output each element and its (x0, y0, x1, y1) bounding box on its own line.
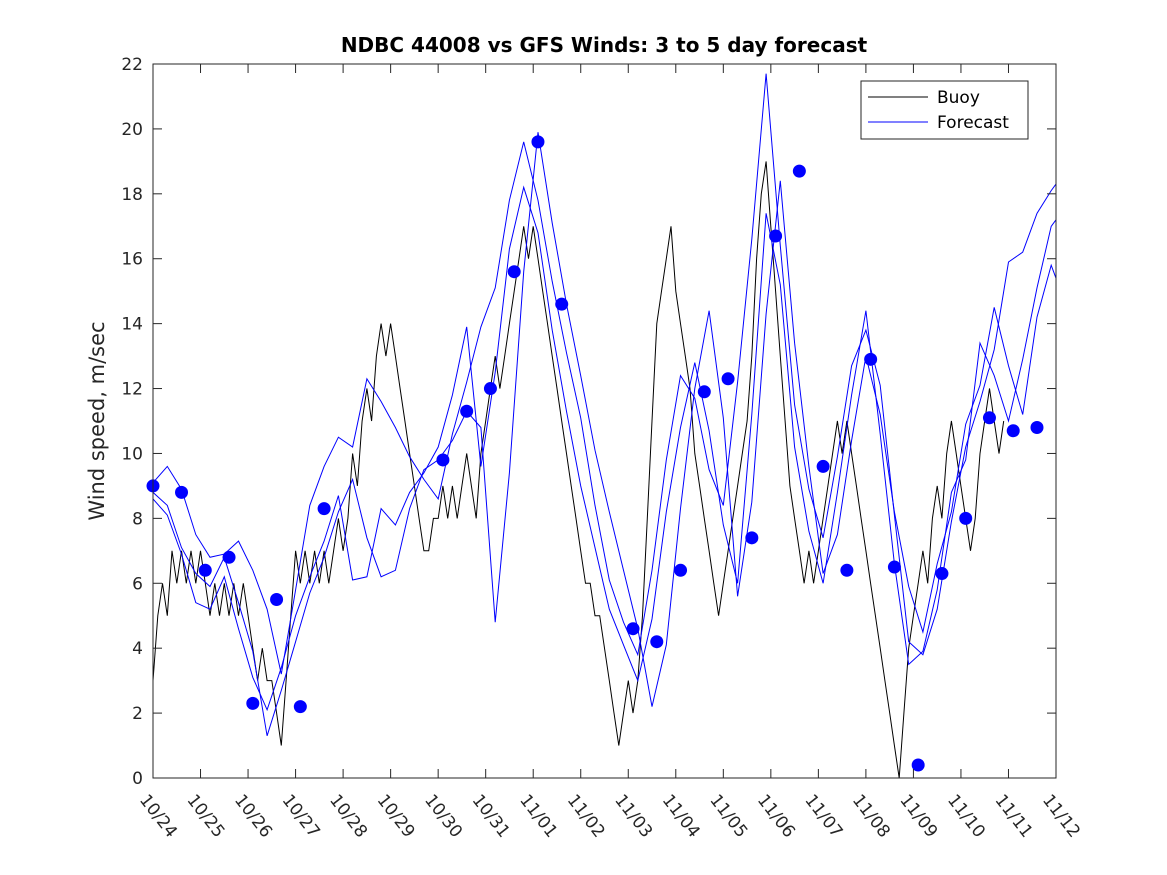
forecast-marker (674, 563, 688, 577)
forecast-marker (222, 550, 236, 564)
legend-label-forecast: Forecast (937, 113, 1009, 133)
forecast-marker (792, 164, 806, 178)
forecast-marker (1030, 420, 1044, 434)
forecast-marker (1006, 424, 1020, 438)
series-line-forecast-run-c (152, 185, 1057, 712)
y-axis-label: Wind speed, m/sec (85, 321, 109, 520)
forecast-marker (864, 352, 878, 366)
axes-background (153, 64, 1056, 778)
marker-layer (146, 135, 1044, 772)
y-tick-label: 10 (121, 444, 143, 464)
forecast-marker (935, 567, 949, 581)
forecast-marker (959, 511, 973, 525)
forecast-marker (745, 531, 759, 545)
forecast-marker (460, 404, 474, 418)
y-axis: 0 2 4 6 8 10 12 14 16 18 20 22 (121, 55, 1056, 789)
y-tick-label: 4 (132, 639, 143, 659)
forecast-marker (840, 563, 854, 577)
forecast-marker (555, 297, 569, 311)
legend-label-buoy: Buoy (937, 88, 980, 108)
forecast-marker (721, 372, 735, 386)
forecast-marker (911, 758, 925, 772)
forecast-marker (887, 560, 901, 574)
forecast-marker (436, 453, 450, 467)
y-tick-label: 16 (121, 250, 143, 270)
forecast-marker (507, 265, 521, 279)
y-tick-label: 0 (132, 769, 143, 789)
forecast-marker (531, 135, 545, 149)
y-tick-label: 6 (132, 574, 143, 594)
chart-title: NDBC 44008 vs GFS Winds: 3 to 5 day fore… (341, 33, 868, 57)
forecast-marker (198, 563, 212, 577)
legend: Buoy Forecast (860, 80, 1029, 140)
series-line-buoy (152, 161, 1005, 779)
forecast-marker (650, 635, 664, 649)
y-tick-label: 12 (121, 380, 143, 400)
y-tick-label: 14 (121, 315, 143, 335)
forecast-marker (175, 485, 189, 499)
series-layer (152, 73, 1057, 779)
y-tick-label: 22 (121, 55, 143, 75)
forecast-marker (982, 411, 996, 425)
forecast-marker (697, 385, 711, 399)
y-tick-label: 20 (121, 120, 143, 140)
forecast-marker (769, 229, 783, 243)
y-tick-label: 8 (132, 509, 143, 529)
series-line-forecast-run-a (152, 73, 1057, 675)
y-tick-label: 2 (132, 704, 143, 724)
forecast-marker (626, 622, 640, 636)
forecast-marker (317, 502, 331, 516)
forecast-marker (246, 696, 260, 710)
forecast-marker (293, 700, 307, 714)
forecast-marker (483, 382, 497, 396)
forecast-marker (270, 593, 284, 606)
forecast-marker (816, 459, 830, 473)
axes-frame (152, 63, 1057, 779)
series-line-forecast-run-b (152, 132, 1057, 736)
y-tick-label: 18 (121, 185, 143, 205)
legend-box (860, 80, 1029, 140)
